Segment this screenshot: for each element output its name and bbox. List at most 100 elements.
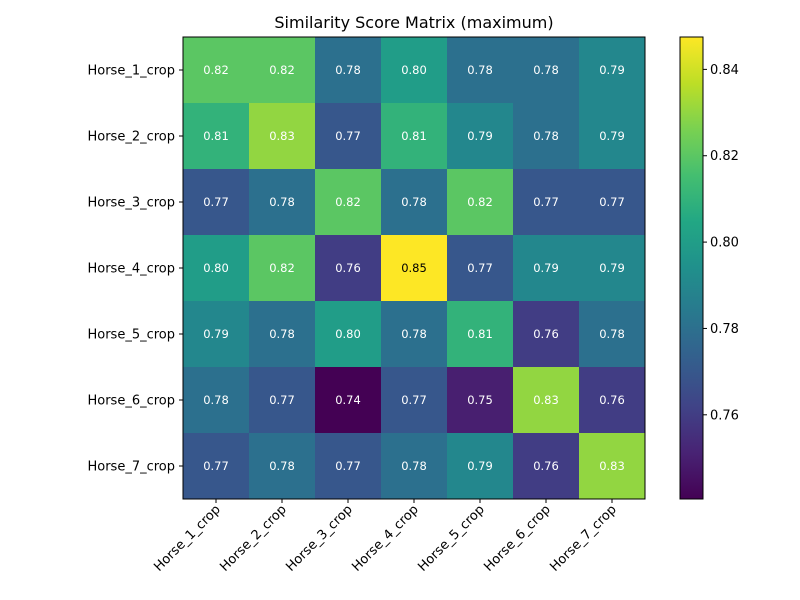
- y-tick-label: Horse_2_crop: [87, 130, 175, 145]
- heatmap-cell: [315, 169, 382, 236]
- cell-value-label: 0.77: [203, 195, 229, 209]
- heatmap-cell: [381, 37, 448, 104]
- heatmap-cell: [249, 169, 316, 236]
- heatmap-cell: [249, 37, 316, 104]
- cell-value-label: 0.79: [203, 327, 229, 341]
- heatmap-cell: [447, 235, 514, 302]
- heatmap-cell: [183, 367, 250, 434]
- heatmap-cell: [447, 301, 514, 368]
- colorbar-tick-label: 0.76: [710, 408, 739, 423]
- cell-value-label: 0.76: [533, 459, 559, 473]
- cell-value-label: 0.78: [401, 327, 427, 341]
- cell-value-label: 0.77: [599, 195, 625, 209]
- cell-value-label: 0.77: [203, 459, 229, 473]
- heatmap-cell: [513, 169, 580, 236]
- x-tick-label: Horse_5_crop: [415, 502, 488, 575]
- cell-value-label: 0.79: [467, 129, 493, 143]
- heatmap-cell: [579, 301, 646, 368]
- cell-value-label: 0.79: [599, 63, 625, 77]
- heatmap-cell: [183, 301, 250, 368]
- heatmap-cell: [513, 301, 580, 368]
- heatmap-cell: [513, 433, 580, 500]
- heatmap-cell: [183, 37, 250, 104]
- chart-title: Similarity Score Matrix (maximum): [274, 13, 553, 32]
- heatmap-cell: [579, 37, 646, 104]
- heatmap-cell: [579, 169, 646, 236]
- cell-value-label: 0.77: [335, 459, 361, 473]
- heatmap-cell: [315, 235, 382, 302]
- heatmap-cell: [513, 37, 580, 104]
- y-tick-label: Horse_7_crop: [87, 460, 175, 475]
- heatmap-cell: [579, 103, 646, 170]
- cell-value-label: 0.79: [533, 261, 559, 275]
- cell-value-label: 0.80: [203, 261, 229, 275]
- heatmap-cell: [183, 433, 250, 500]
- cell-value-label: 0.83: [533, 393, 559, 407]
- heatmap-cell: [249, 301, 316, 368]
- colorbar-gradient: [679, 36, 704, 500]
- cell-value-label: 0.78: [599, 327, 625, 341]
- colorbar-tick-label: 0.82: [710, 149, 739, 164]
- y-tick-label: Horse_5_crop: [87, 328, 175, 343]
- colorbar-tick-label: 0.78: [710, 322, 739, 337]
- heatmap-cell: [447, 103, 514, 170]
- y-tick-label: Horse_1_crop: [87, 64, 175, 79]
- cell-value-label: 0.78: [269, 459, 295, 473]
- cell-value-label: 0.83: [599, 459, 625, 473]
- heatmap-cell: [315, 433, 382, 500]
- cell-value-label: 0.81: [203, 129, 229, 143]
- cell-value-label: 0.78: [467, 63, 493, 77]
- cell-value-label: 0.82: [335, 195, 361, 209]
- cell-value-label: 0.82: [269, 261, 295, 275]
- heatmap-cell: [183, 103, 250, 170]
- cell-value-label: 0.77: [401, 393, 427, 407]
- heatmap-cell: [249, 367, 316, 434]
- heatmap-cell: [513, 235, 580, 302]
- cell-value-label: 0.78: [335, 63, 361, 77]
- heatmap-cell: [249, 433, 316, 500]
- cell-value-label: 0.83: [269, 129, 295, 143]
- heatmap-cell: [447, 433, 514, 500]
- cell-value-label: 0.78: [533, 129, 559, 143]
- cell-value-label: 0.76: [533, 327, 559, 341]
- cell-value-label: 0.79: [599, 129, 625, 143]
- cell-value-label: 0.78: [269, 195, 295, 209]
- heatmap-cell: [381, 367, 448, 434]
- cell-value-label: 0.78: [533, 63, 559, 77]
- heatmap-cell: [249, 235, 316, 302]
- cell-value-label: 0.77: [335, 129, 361, 143]
- x-tick-label: Horse_2_crop: [217, 502, 290, 575]
- heatmap-cell: [183, 169, 250, 236]
- heatmap-cell: [513, 103, 580, 170]
- heatmap-cell: [579, 367, 646, 434]
- cell-value-label: 0.77: [533, 195, 559, 209]
- cell-value-label: 0.82: [269, 63, 295, 77]
- cell-value-label: 0.85: [401, 261, 427, 275]
- heatmap-cell: [315, 301, 382, 368]
- cell-value-label: 0.79: [599, 261, 625, 275]
- cell-value-label: 0.76: [599, 393, 625, 407]
- heatmap-value-labels: 0.82 0.82 0.78 0.80 0.78 0.78 0.79 0.81 0.83 0.77…: [203, 63, 625, 473]
- cell-value-label: 0.81: [467, 327, 493, 341]
- heatmap-cell: [579, 235, 646, 302]
- colorbar: 0.76 0.78 0.80 0.82 0.84: [679, 36, 739, 500]
- heatmap-cell: [183, 235, 250, 302]
- plot-frame: [182, 36, 646, 500]
- cell-value-label: 0.77: [467, 261, 493, 275]
- heatmap-cell: [315, 367, 382, 434]
- heatmap-cell: [315, 37, 382, 104]
- cell-value-label: 0.81: [401, 129, 427, 143]
- cell-value-label: 0.77: [269, 393, 295, 407]
- cell-value-label: 0.75: [467, 393, 493, 407]
- x-tick-label: Horse_1_crop: [151, 502, 224, 575]
- cell-value-label: 0.80: [335, 327, 361, 341]
- heatmap-cell: [447, 169, 514, 236]
- cell-value-label: 0.78: [401, 195, 427, 209]
- heatmap-cell: [381, 169, 448, 236]
- y-tick-label: Horse_6_crop: [87, 394, 175, 409]
- heatmap-cell: [447, 367, 514, 434]
- heatmap-cell: [315, 103, 382, 170]
- x-tick-label: Horse_3_crop: [283, 502, 356, 575]
